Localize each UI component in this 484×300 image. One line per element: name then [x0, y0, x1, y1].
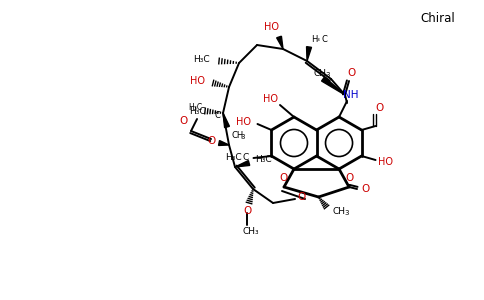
- Text: H₃C: H₃C: [188, 103, 202, 112]
- Text: H₃C: H₃C: [255, 154, 272, 164]
- Text: O: O: [279, 173, 287, 183]
- Text: HO: HO: [263, 22, 278, 32]
- Text: CH₃: CH₃: [242, 226, 259, 236]
- Polygon shape: [306, 46, 312, 61]
- Text: NH: NH: [343, 90, 359, 100]
- Text: 3: 3: [325, 72, 330, 78]
- Text: HO: HO: [236, 117, 251, 127]
- Text: O: O: [345, 173, 353, 183]
- Text: CH: CH: [231, 130, 243, 140]
- Polygon shape: [223, 113, 229, 128]
- Text: HO: HO: [378, 157, 393, 167]
- Text: CH: CH: [333, 206, 346, 215]
- Text: O: O: [347, 68, 355, 78]
- Text: H: H: [311, 34, 318, 43]
- Text: O: O: [243, 206, 251, 216]
- Text: C: C: [214, 110, 220, 119]
- Text: C: C: [321, 34, 327, 43]
- Polygon shape: [235, 160, 250, 167]
- Text: C: C: [242, 154, 249, 163]
- Text: H₃C: H₃C: [225, 154, 242, 163]
- Text: O: O: [179, 116, 187, 126]
- Polygon shape: [219, 140, 229, 146]
- Text: O: O: [207, 136, 215, 146]
- Text: 3: 3: [241, 134, 245, 140]
- Text: O: O: [361, 184, 369, 194]
- Text: H₃C: H₃C: [189, 106, 205, 116]
- Text: O: O: [376, 103, 384, 113]
- Text: ₃: ₃: [317, 36, 320, 42]
- Text: 3: 3: [345, 210, 349, 216]
- Polygon shape: [321, 77, 345, 95]
- Text: CH: CH: [313, 68, 326, 77]
- Text: O: O: [297, 192, 305, 202]
- Text: H₃C: H₃C: [193, 55, 210, 64]
- Text: HO: HO: [262, 94, 277, 104]
- Text: HO: HO: [190, 76, 205, 86]
- Text: Chiral: Chiral: [421, 11, 455, 25]
- Polygon shape: [277, 36, 283, 49]
